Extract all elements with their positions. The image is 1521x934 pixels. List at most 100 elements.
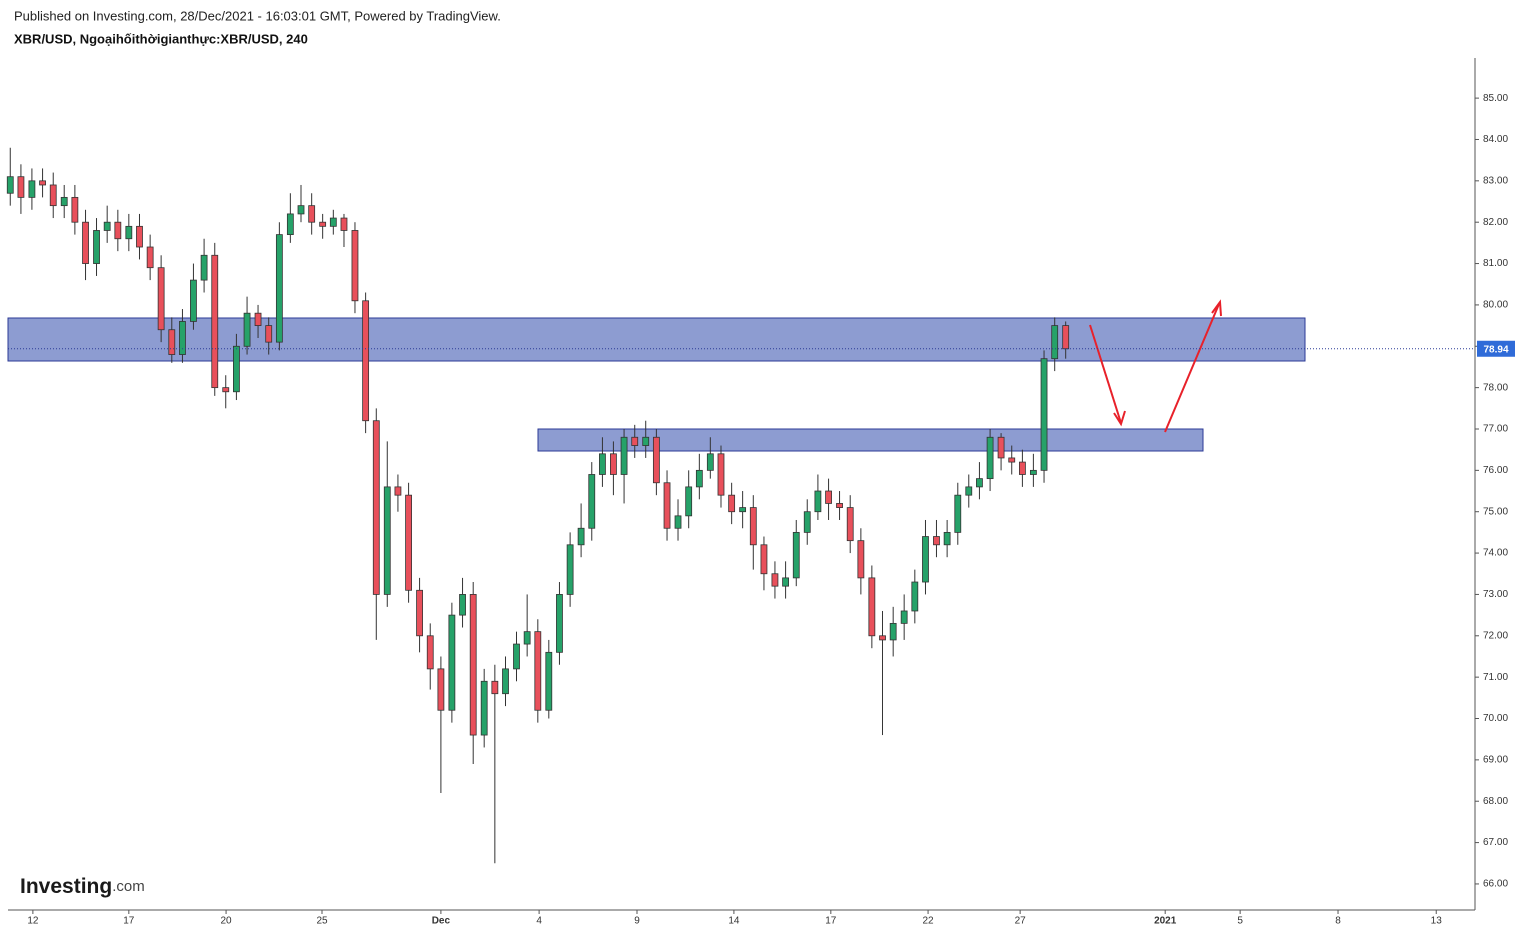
candle-body (502, 668, 509, 695)
x-tick-label: 2021 (1154, 916, 1177, 927)
candle-body (889, 622, 897, 641)
candle-body (6, 176, 14, 194)
x-tick-label: 12 (27, 916, 39, 927)
candle-body (286, 213, 294, 236)
candle-body (943, 531, 951, 546)
candle-body (976, 478, 983, 488)
candle-body (760, 544, 768, 575)
candle-body (372, 420, 380, 595)
candle-body (631, 436, 639, 446)
published-note: Published on Investing.com, 28/Dec/2021 … (14, 8, 501, 23)
candle-body (275, 234, 283, 343)
candle-body (685, 486, 693, 517)
candle-body (1040, 358, 1048, 471)
candle-body (577, 527, 585, 546)
candle-body (125, 225, 133, 240)
candle-body (836, 503, 843, 508)
last-price-box (1477, 340, 1515, 357)
candle-body (846, 507, 854, 542)
x-tick-label: 27 (1015, 916, 1027, 927)
candle-body (879, 635, 886, 641)
candle-body (297, 205, 305, 215)
x-tick-label: 5 (1237, 916, 1243, 927)
candle-body (222, 387, 230, 393)
x-tick-label: 25 (316, 916, 328, 927)
candle-body (749, 507, 757, 546)
candle-body (136, 225, 143, 248)
candle-body (965, 486, 973, 496)
plot (6, 147, 1070, 864)
candle-body (416, 589, 423, 637)
y-tick-label: 66.00 (1483, 879, 1508, 890)
last-price-label: 78.94 (1483, 344, 1508, 355)
candle-body (739, 507, 747, 513)
candle-body (82, 221, 89, 264)
y-tick-label: 75.00 (1483, 506, 1508, 517)
candle-body (114, 221, 122, 240)
candle-body (491, 680, 499, 695)
x-tick-label: 14 (728, 916, 740, 927)
candle-body (1008, 457, 1016, 463)
arrows (1089, 299, 1222, 433)
candle-body (28, 180, 36, 198)
candle-body (1018, 461, 1026, 475)
candle-body (513, 643, 520, 670)
candle-body (556, 594, 563, 653)
candle-body (146, 246, 154, 269)
y-tick-label: 69.00 (1483, 755, 1508, 766)
candle-body (243, 312, 251, 347)
y-tick-label: 71.00 (1483, 672, 1508, 683)
candle-body (190, 279, 197, 322)
candle-body (211, 254, 219, 389)
arrow-up (1164, 303, 1220, 433)
x-tick-label: 8 (1335, 916, 1341, 927)
candle-body (566, 544, 574, 595)
candle-body (954, 494, 962, 533)
candle-body (265, 325, 273, 343)
candle-body (911, 581, 919, 612)
x-tick-label: 4 (536, 916, 542, 927)
candle-body (803, 511, 811, 533)
y-tick-label: 81.00 (1483, 258, 1508, 269)
candle-body (39, 180, 46, 186)
candle-body (1051, 325, 1059, 360)
candle-body (717, 453, 725, 496)
candle-body (157, 267, 165, 331)
candle-body (362, 300, 370, 422)
candle-body (426, 635, 434, 670)
y-tick-label: 77.00 (1483, 424, 1508, 435)
candle-body (351, 230, 359, 302)
y-tick-label: 83.00 (1483, 175, 1508, 186)
y-tick-label: 73.00 (1483, 589, 1508, 600)
candle-body (340, 217, 348, 231)
candle-body (329, 217, 337, 227)
candle-body (986, 436, 994, 480)
candle-body (922, 536, 929, 583)
candle-body (706, 453, 714, 471)
symbol-title: XBR/USD, Ngoạihốithờigianthực:XBR/USD, 2… (14, 31, 308, 46)
candle-body (254, 312, 262, 326)
y-tick-label: 74.00 (1483, 548, 1508, 559)
candle-body (663, 482, 671, 529)
x-tick-label: 9 (634, 916, 640, 927)
candle-body (103, 221, 111, 231)
logo: Investing.com (20, 875, 145, 898)
y-tick-label: 67.00 (1483, 837, 1508, 848)
arrow-head (1211, 299, 1222, 317)
candle-body (168, 329, 176, 355)
candle-body (588, 474, 596, 529)
candle-body (233, 345, 240, 393)
arrow-down (1089, 324, 1122, 424)
candle-body (93, 230, 100, 264)
candle-body (728, 494, 736, 513)
candle-body (383, 486, 391, 595)
logo-suffix: .com (112, 878, 145, 895)
y-tick-label: 84.00 (1483, 134, 1508, 145)
zones (7, 317, 1306, 452)
y-tick-label: 78.00 (1483, 382, 1508, 393)
candle-body (405, 494, 412, 591)
candle-body (394, 486, 402, 496)
candle-body (933, 536, 940, 546)
candle-body (1062, 325, 1070, 350)
